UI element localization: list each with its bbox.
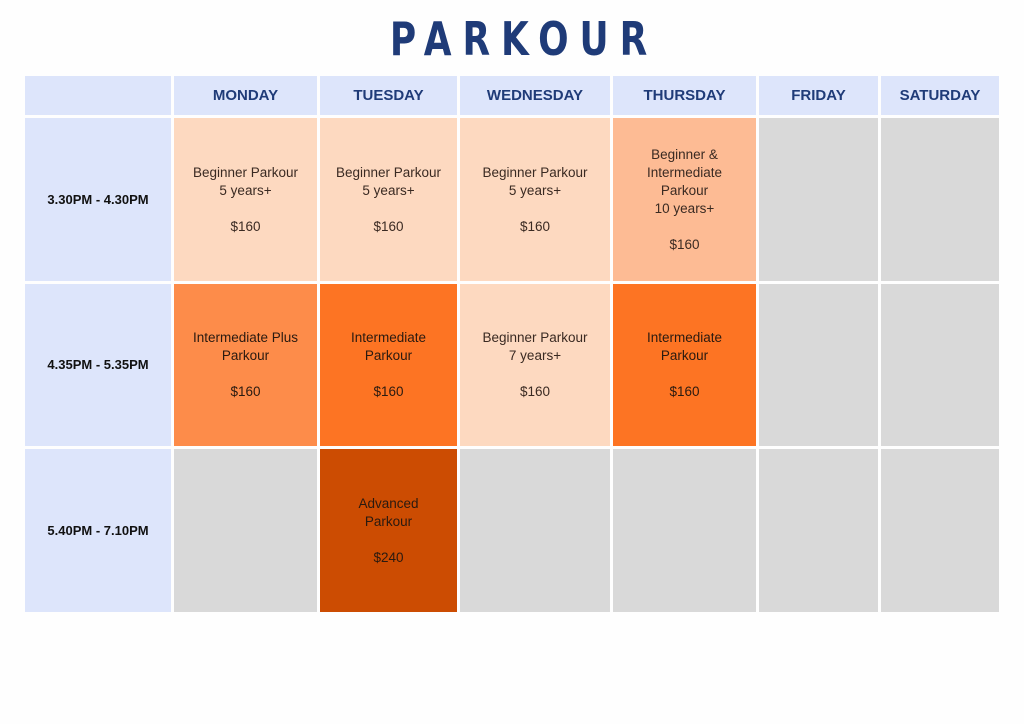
class-slot: Intermediate Parkour $160 — [613, 284, 756, 446]
class-price: $240 — [373, 549, 404, 565]
empty-slot — [881, 118, 999, 281]
day-header-tuesday: TUESDAY — [320, 76, 457, 115]
day-header-thursday: THURSDAY — [613, 76, 756, 115]
time-slot: 3.30PM - 4.30PM — [25, 118, 171, 281]
class-name-line: Intermediate — [646, 330, 723, 345]
class-slot: Advanced Parkour $240 — [320, 449, 457, 612]
empty-slot — [759, 118, 878, 281]
class-name-line: Intermediate — [646, 164, 723, 180]
empty-slot — [174, 449, 317, 612]
day-header-monday: MONDAY — [174, 76, 317, 115]
class-price: $160 — [230, 384, 261, 399]
class-slot: Beginner & Intermediate Parkour 10 years+ $1… — [613, 118, 756, 281]
class-slot: Beginner Parkour 5 years+ $160 — [460, 118, 610, 281]
class-name-line: Parkour — [660, 182, 709, 198]
page-title: PARKOUR — [389, 12, 659, 66]
day-header-saturday: SATURDAY — [881, 76, 999, 115]
empty-slot — [613, 449, 756, 612]
class-slot: Beginner Parkour 5 years+ $160 — [320, 118, 457, 281]
class-name-line: 5 years+ — [508, 182, 562, 198]
empty-slot — [881, 449, 999, 612]
class-price: $160 — [669, 236, 700, 252]
class-name-line: Parkour — [660, 348, 709, 363]
class-name-line: 10 years+ — [654, 200, 715, 216]
day-header-friday: FRIDAY — [759, 76, 878, 115]
class-name-line: Parkour — [364, 348, 413, 363]
class-price: $160 — [373, 218, 404, 234]
class-name-line: Intermediate — [350, 330, 427, 345]
empty-slot — [759, 449, 878, 612]
empty-slot — [881, 284, 999, 446]
class-price: $160 — [373, 384, 404, 399]
class-name-line: 5 years+ — [362, 182, 415, 198]
class-name-line: Parkour — [364, 513, 413, 529]
class-slot: Intermediate Plus Parkour $160 — [174, 284, 317, 446]
class-name-line: Beginner Parkour — [482, 164, 588, 180]
class-name-line: Beginner Parkour — [192, 164, 299, 180]
day-header-wednesday: WEDNESDAY — [460, 76, 610, 115]
class-name-line: 5 years+ — [219, 182, 272, 198]
class-price: $160 — [519, 384, 551, 399]
class-name-line: Beginner & — [651, 146, 718, 162]
class-slot: Beginner Parkour 5 years+ $160 — [174, 118, 317, 281]
class-name-line: Advanced — [358, 495, 419, 511]
class-slot: Intermediate Parkour $160 — [320, 284, 457, 446]
time-slot: 4.35PM - 5.35PM — [25, 284, 171, 446]
timetable: MONDAY TUESDAY WEDNESDAY THURSDAY FRIDAY SATU… — [25, 76, 999, 612]
class-slot: Beginner Parkour 7 years+ $160 — [460, 284, 610, 446]
class-price: $160 — [519, 218, 551, 234]
empty-slot — [460, 449, 610, 612]
class-price: $160 — [669, 384, 700, 399]
time-slot: 5.40PM - 7.10PM — [25, 449, 171, 612]
class-name-line: Parkour — [221, 348, 270, 363]
class-name-line: 7 years+ — [508, 348, 562, 363]
class-name-line: Beginner Parkour — [482, 330, 588, 345]
class-name-line: Beginner Parkour — [335, 164, 442, 180]
class-name-line: Intermediate Plus — [192, 330, 299, 345]
empty-slot — [759, 284, 878, 446]
class-price: $160 — [230, 218, 261, 234]
corner-header — [25, 76, 171, 115]
